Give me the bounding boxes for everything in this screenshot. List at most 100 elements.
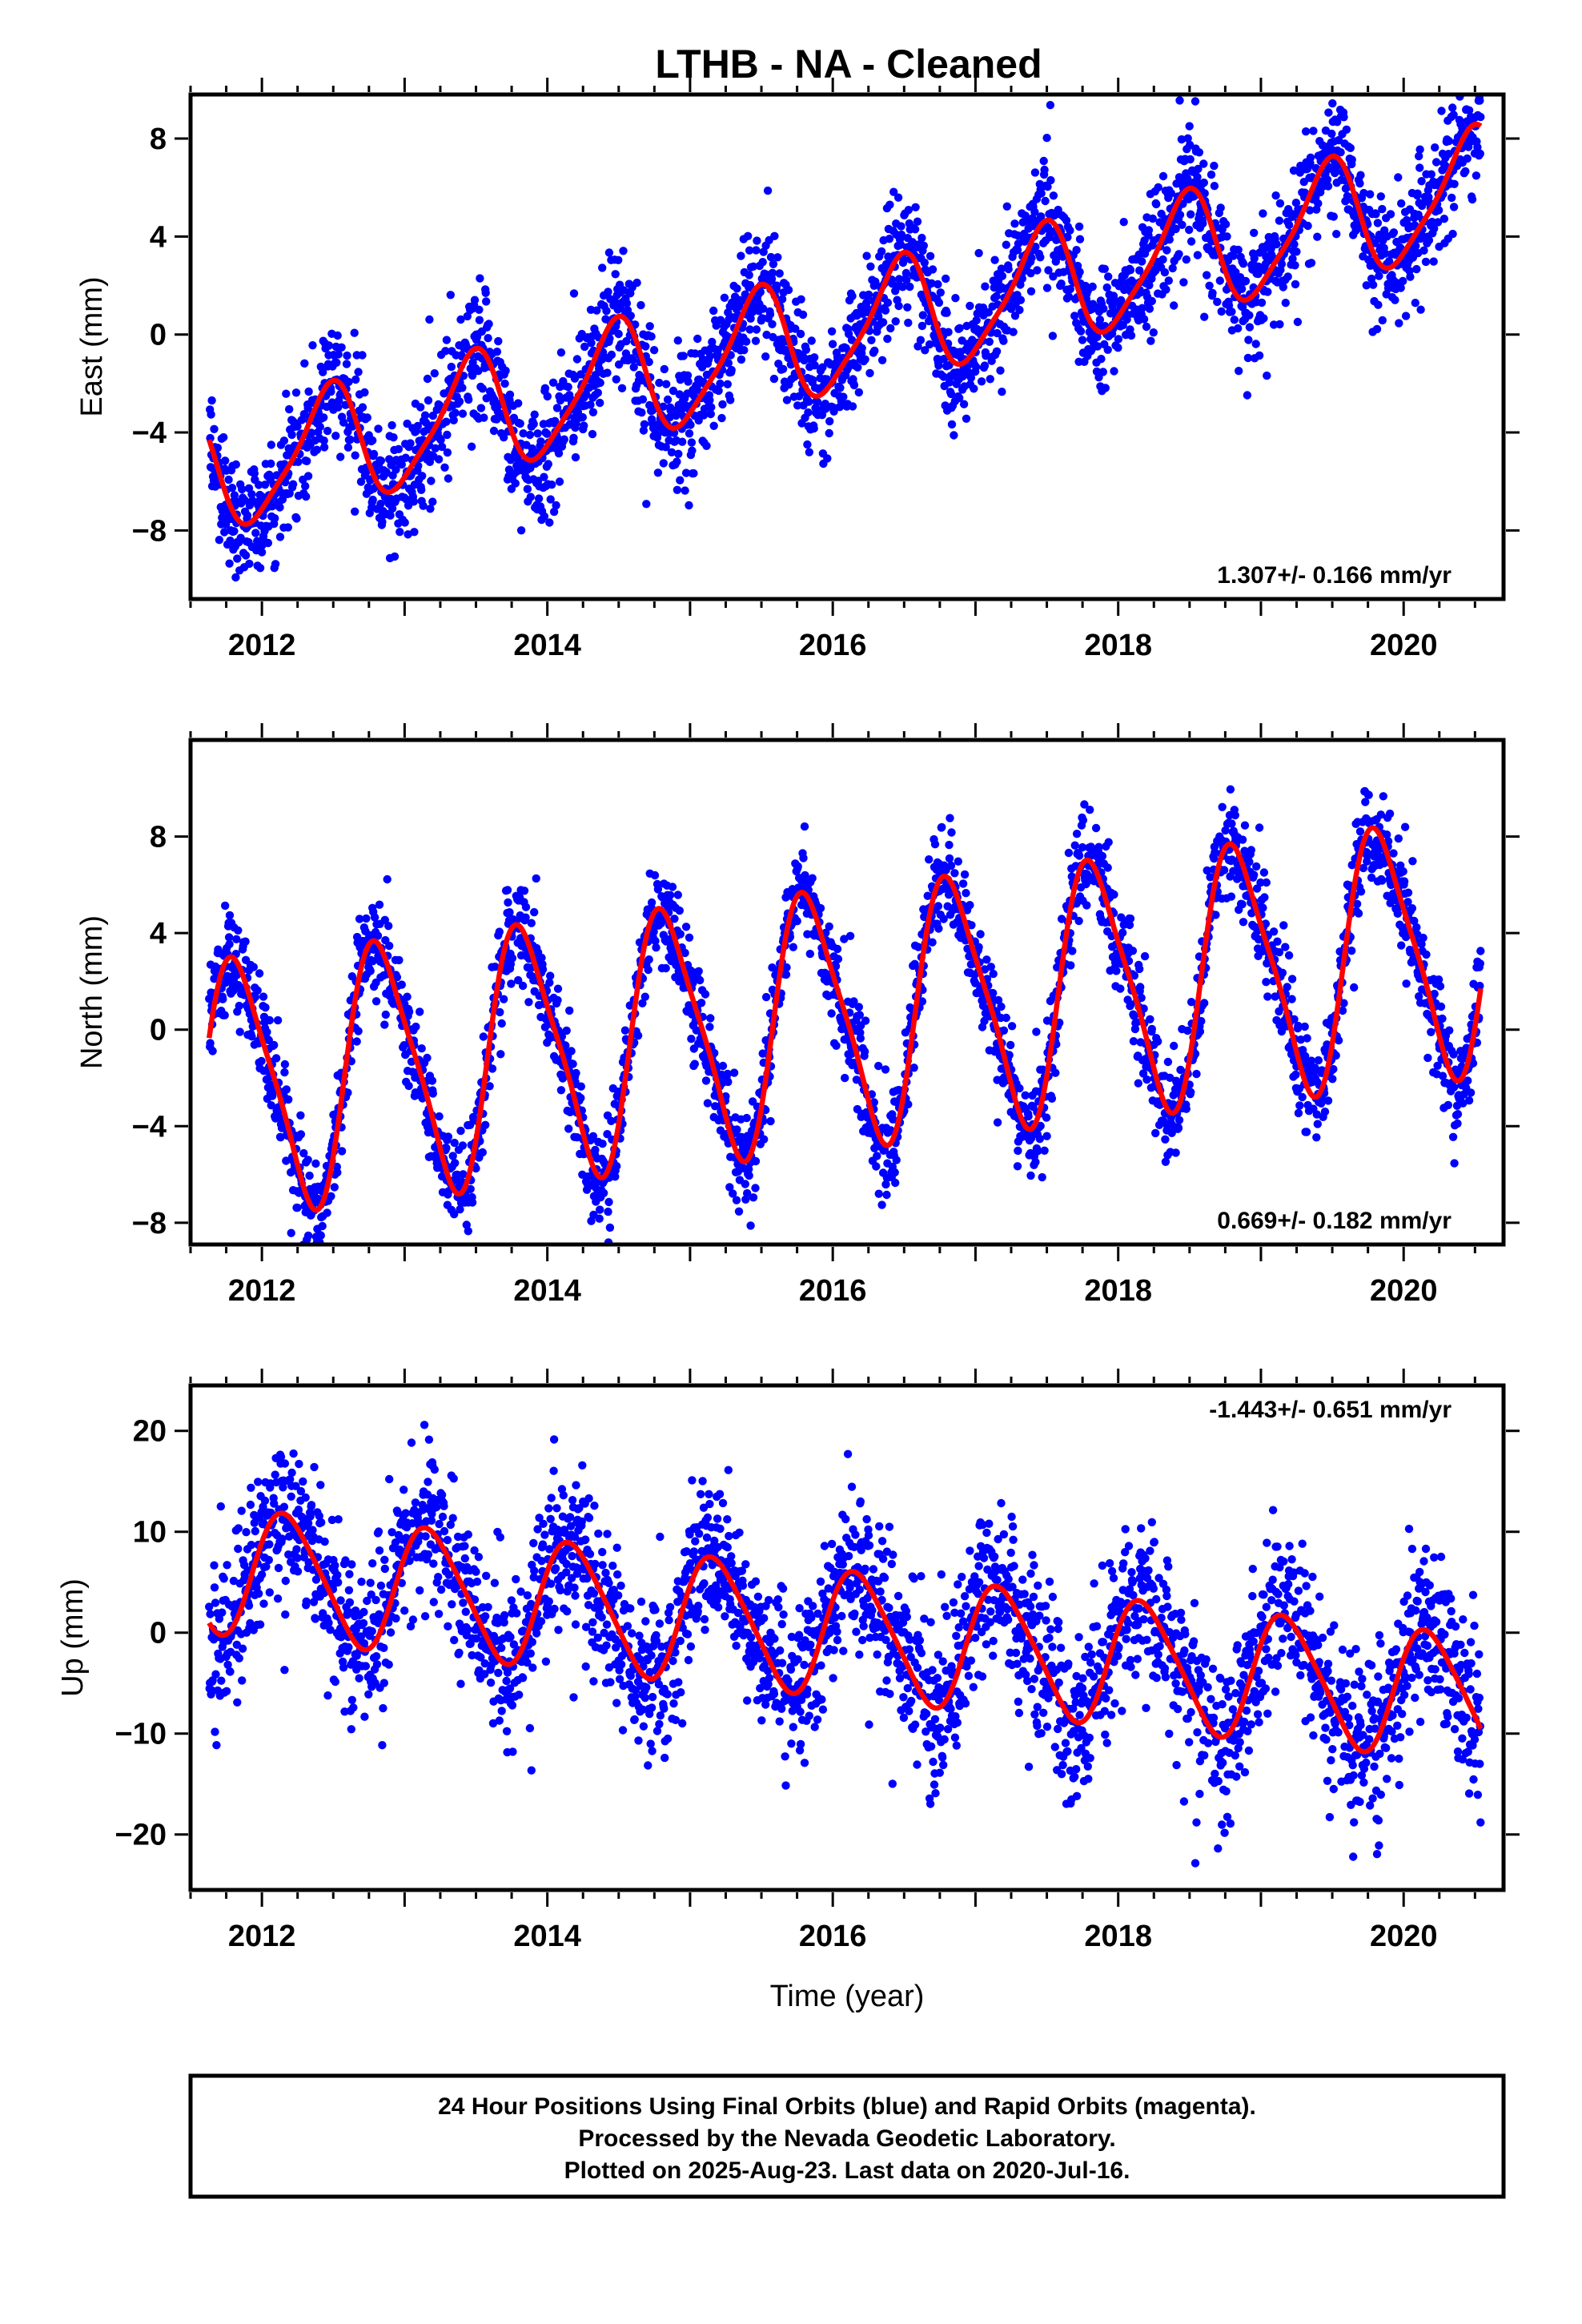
data-point [1174,250,1183,259]
data-point [366,967,375,975]
data-point [689,468,698,478]
data-point [614,255,623,264]
data-point [1078,336,1087,344]
data-point [825,416,834,426]
data-point [1182,255,1191,264]
data-point [649,346,659,355]
x-tick-label: 2020 [1370,629,1438,662]
data-point [661,963,670,973]
data-point [1166,189,1176,198]
data-point [1037,189,1046,198]
data-point [861,355,869,364]
data-point [525,430,535,440]
data-point [324,341,334,350]
data-point [555,477,564,486]
y-tick-label: −4 [132,416,167,450]
data-point [685,429,694,438]
data-point [962,889,970,898]
data-point [467,442,476,451]
data-point [1104,272,1113,281]
data-point [287,1228,295,1237]
data-point [1063,233,1072,242]
data-point [748,308,757,316]
data-point [543,429,552,438]
data-point [861,1016,870,1025]
data-point [587,339,596,348]
data-point [596,378,604,388]
data-point [803,440,812,449]
data-point [916,336,926,344]
data-point [992,347,1002,356]
data-point [705,352,715,360]
data-point [1047,1094,1057,1104]
data-point [437,442,447,452]
data-point [902,275,911,284]
data-point [894,275,904,283]
data-point [660,364,669,374]
data-point [1007,1022,1017,1031]
data-point [642,500,651,509]
data-point [981,282,990,291]
data-point [1015,1084,1024,1093]
data-point [231,460,240,469]
data-point [626,312,635,320]
data-point [1030,168,1040,177]
data-point [768,268,777,277]
data-point [1199,178,1209,187]
data-point [777,295,787,304]
data-point [810,361,819,370]
data-point [1356,171,1365,179]
data-point [394,444,404,453]
data-point [241,551,251,560]
data-point [386,511,395,520]
data-point [400,518,409,527]
data-point [1430,224,1439,233]
data-point [1386,210,1395,219]
data-point [478,1148,487,1157]
data-point [1210,182,1219,191]
data-point [304,387,313,396]
data-point [673,891,682,899]
data-point [758,314,767,323]
data-point [1396,283,1405,292]
data-point [378,517,387,526]
data-point [231,573,240,582]
data-point [1199,219,1207,228]
data-point [451,408,460,417]
data-point [629,363,638,372]
data-point [860,1047,869,1056]
data-point [833,955,843,963]
data-point [586,400,595,409]
data-point [1448,103,1457,112]
data-point [847,336,857,344]
data-point [652,943,661,952]
data-point [1046,175,1055,185]
data-point [1332,230,1341,239]
data-point [351,507,359,516]
data-point [449,416,458,424]
data-point [369,449,379,459]
data-point [665,891,675,900]
data-point [570,374,580,383]
data-point [300,359,309,368]
data-point [519,429,528,438]
data-point [536,437,545,446]
data-point [1243,391,1252,400]
data-point [926,251,935,260]
data-point [354,1027,363,1035]
data-point [1245,311,1254,320]
data-point [500,995,508,1003]
data-point [676,476,685,485]
data-point [650,870,660,880]
data-point [986,375,995,384]
data-point [1038,1172,1046,1182]
data-point [798,310,808,320]
data-point [474,367,483,376]
data-point [1014,231,1022,240]
data-point [891,317,900,326]
data-point [1178,220,1186,229]
data-point [544,460,552,468]
data-point [1257,298,1267,308]
data-point [596,398,604,408]
data-point [568,1059,577,1068]
